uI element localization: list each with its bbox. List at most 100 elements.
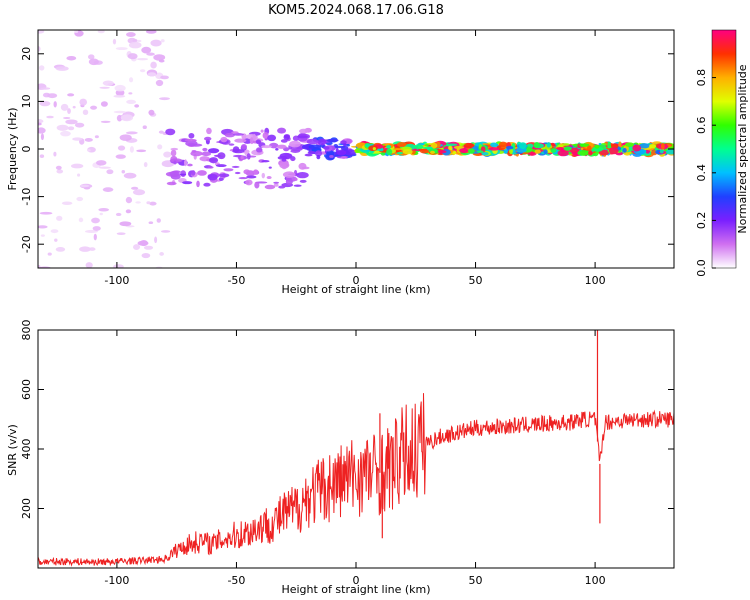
heatmap-cell — [504, 148, 508, 154]
heatmap-cell — [224, 132, 235, 138]
heatmap-cell — [273, 181, 280, 184]
heatmap-cell — [179, 173, 187, 176]
heatmap-cell — [55, 247, 66, 252]
heatmap-cell — [87, 54, 95, 60]
heatmap-cell — [141, 46, 152, 54]
heatmap-cell — [100, 101, 108, 107]
heatmap-cell — [632, 144, 642, 152]
heatmap-cell — [266, 176, 272, 180]
heatmap-cell — [148, 221, 154, 225]
heatmap-cell — [94, 135, 99, 139]
snr-ylabel: SNR (v/v) — [6, 424, 19, 476]
heatmap-cell — [424, 143, 429, 147]
heatmap-cell — [392, 148, 403, 151]
heatmap-cell — [72, 105, 76, 109]
heatmap-cell — [245, 179, 253, 186]
heatmap-cell — [188, 132, 195, 139]
heatmap-cell — [112, 38, 117, 45]
heatmap-cell — [490, 142, 498, 148]
heatmap-cell — [267, 134, 277, 142]
spectrogram-ytick-label: 10 — [20, 94, 33, 108]
heatmap-cell — [276, 144, 287, 149]
heatmap-cell — [665, 149, 674, 155]
heatmap-cell — [290, 156, 296, 162]
heatmap-cell — [296, 171, 309, 179]
colorbar-tick-label: 0.2 — [695, 212, 708, 230]
heatmap-cell — [220, 136, 228, 143]
heatmap-cell — [39, 211, 53, 215]
heatmap-cell — [53, 101, 57, 108]
heatmap-cell — [50, 229, 59, 234]
heatmap-cell — [160, 39, 165, 43]
heatmap-cell — [201, 151, 212, 157]
heatmap-cell — [659, 149, 664, 154]
heatmap-cell — [66, 55, 77, 61]
heatmap-cell — [254, 181, 260, 189]
heatmap-cell — [88, 247, 96, 251]
heatmap-cell — [298, 162, 307, 170]
heatmap-cell — [184, 159, 188, 167]
heatmap-cell — [136, 149, 147, 153]
heatmap-cell — [241, 144, 247, 150]
snr-plot — [38, 330, 674, 567]
snr-xlabel: Height of straight line (km) — [281, 583, 430, 596]
heatmap-cell — [307, 150, 316, 155]
heatmap-cell — [234, 138, 247, 143]
heatmap-cell — [316, 154, 321, 160]
snr-ticks: -100 -50 0 50 100 200 400 600 800 — [20, 320, 674, 587]
heatmap-cell — [98, 166, 111, 169]
spectrogram-xtick-label: -100 — [104, 274, 129, 287]
snr-xtick-label: 0 — [353, 574, 360, 587]
heatmap-cell — [246, 153, 251, 160]
heatmap-cell — [317, 138, 327, 146]
heatmap-cell — [232, 133, 245, 136]
heatmap-cell — [345, 138, 352, 145]
heatmap-cell — [505, 145, 514, 150]
heatmap-cell — [90, 105, 98, 110]
heatmap-cell — [132, 189, 146, 196]
heatmap-cell — [129, 77, 134, 83]
spectrogram-xtick-label: 0 — [353, 274, 360, 287]
heatmap-cell — [187, 163, 193, 167]
heatmap-cell — [119, 221, 132, 227]
heatmap-cell — [40, 133, 44, 141]
heatmap-cell — [204, 136, 212, 141]
heatmap-cell — [261, 172, 265, 179]
snr-xtick-label: 100 — [585, 574, 606, 587]
heatmap-cell — [153, 54, 166, 61]
spectrogram-xtick-label: 100 — [585, 274, 606, 287]
colorbar-tick-label: 0.6 — [695, 116, 708, 134]
heatmap-cell — [99, 212, 103, 216]
snr-ytick-label: 800 — [20, 320, 33, 341]
heatmap-cell — [98, 208, 110, 212]
heatmap-cell — [148, 109, 155, 116]
heatmap-cell — [60, 130, 71, 137]
heatmap-cell — [53, 151, 57, 157]
heatmap-cell — [519, 142, 527, 149]
heatmap-cell — [294, 177, 298, 181]
heatmap-cell — [128, 41, 142, 49]
heatmap-cell — [218, 173, 230, 178]
heatmap-cell — [261, 160, 270, 163]
snr-xtick-label: -100 — [104, 574, 129, 587]
heatmap-cell — [191, 150, 197, 153]
heatmap-cell — [40, 87, 51, 90]
heatmap-cell — [38, 122, 42, 126]
figure-title: KOM5.2024.068.17.06.G18 — [268, 3, 444, 18]
heatmap-cell — [125, 196, 133, 204]
heatmap-cell — [85, 229, 98, 233]
snr-ytick-label: 400 — [20, 439, 33, 460]
heatmap-cell — [260, 129, 264, 133]
heatmap-cell — [113, 264, 124, 268]
heatmap-cell — [402, 149, 413, 155]
heatmap-cell — [117, 145, 126, 151]
heatmap-cell — [488, 147, 500, 151]
heatmap-cell — [649, 144, 657, 149]
heatmap-cell — [206, 127, 212, 135]
heatmap-cell — [38, 46, 41, 52]
heatmap-cell — [158, 97, 171, 101]
heatmap-cell — [91, 217, 100, 224]
heatmap-cell — [134, 104, 140, 108]
heatmap-cell — [459, 148, 469, 154]
